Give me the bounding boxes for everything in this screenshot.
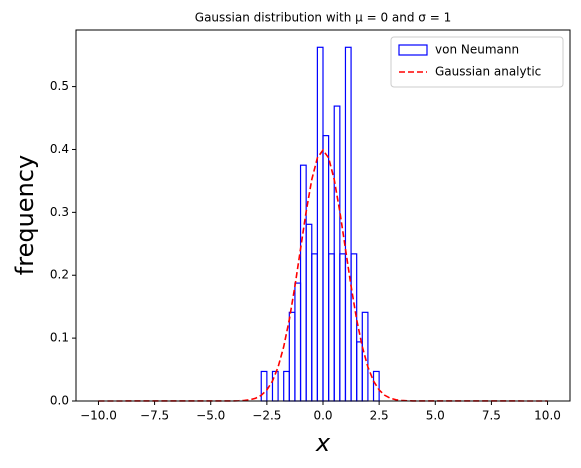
histogram-bar	[322, 135, 330, 402]
x-tick-label: 2.5	[370, 409, 389, 423]
histogram-bar	[299, 164, 307, 402]
x-tick-label: −7.5	[140, 409, 169, 423]
histogram-bar	[350, 253, 358, 402]
histogram-bar	[260, 370, 268, 402]
histogram-bar	[271, 370, 279, 402]
x-tick-label: −10.0	[80, 409, 117, 423]
histogram-bar	[283, 370, 290, 402]
legend-label: von Neumann	[435, 43, 519, 57]
histogram-bar	[333, 105, 341, 402]
x-tick-label: −2.5	[252, 409, 281, 423]
y-axis-label: frequency	[11, 155, 39, 275]
histogram-bar	[372, 370, 380, 402]
histogram-bar	[288, 311, 296, 402]
legend-swatch	[398, 44, 428, 56]
legend: von Neumann Gaussian analytic	[390, 36, 564, 88]
histogram-bar	[316, 46, 324, 402]
histogram-bar	[328, 253, 335, 402]
y-tick-label: 0.4	[50, 142, 69, 156]
legend-label: Gaussian analytic	[435, 65, 541, 79]
x-tick-label: 10.0	[534, 409, 561, 423]
y-tick-label: 0.0	[50, 394, 69, 408]
x-tick-label: 5.0	[426, 409, 445, 423]
histogram-bar	[311, 253, 318, 402]
y-tick-label: 0.1	[50, 331, 69, 345]
x-tick-label: 0.0	[313, 409, 332, 423]
line	[98, 148, 548, 402]
histogram-bar	[356, 341, 363, 402]
chart-title: Gaussian distribution with μ = 0 and σ =…	[195, 11, 451, 25]
plot-frame	[75, 29, 571, 402]
legend-box	[390, 36, 564, 88]
histogram-bar	[305, 223, 313, 402]
y-tick-label: 0.2	[50, 268, 69, 282]
x-tick-label: −5.0	[196, 409, 225, 423]
y-tick-label: 0.3	[50, 205, 69, 219]
histogram-bar	[339, 253, 347, 402]
x-tick-label: 7.5	[482, 409, 501, 423]
y-tick-label: 0.5	[50, 79, 69, 93]
histogram-bar	[344, 46, 352, 402]
x-axis-label: x	[315, 429, 331, 457]
histogram-bar	[294, 282, 302, 402]
